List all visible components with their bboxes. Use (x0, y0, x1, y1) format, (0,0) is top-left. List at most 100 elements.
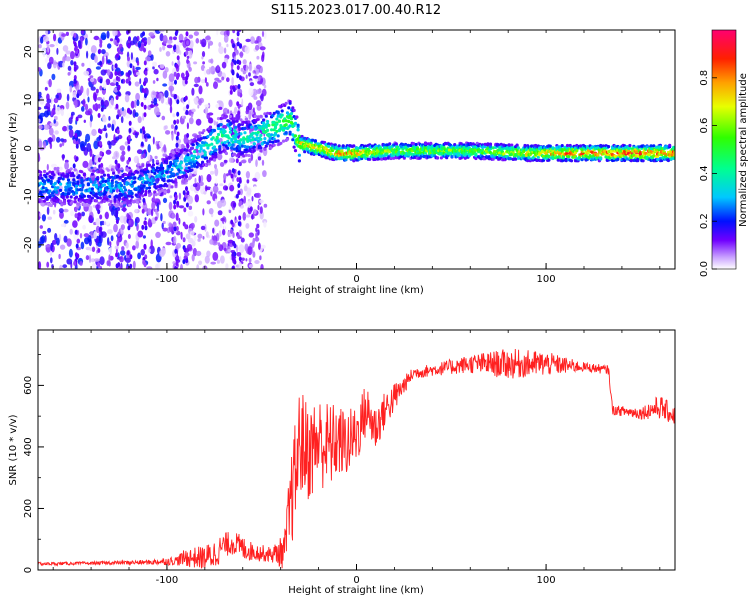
heatmap-cell (248, 138, 252, 142)
heatmap-cell (58, 253, 61, 260)
heatmap-cell (211, 136, 215, 140)
heatmap-cell (185, 233, 191, 240)
heatmap-cell (173, 226, 177, 232)
heatmap-cell (133, 176, 137, 180)
y-tick-label: 600 (23, 376, 34, 395)
heatmap-cell (136, 71, 140, 76)
heatmap-cell (193, 97, 199, 103)
heatmap-cell (216, 64, 220, 71)
heatmap-cell (167, 183, 172, 190)
heatmap-cell (261, 54, 265, 62)
heatmap-cell (262, 118, 266, 122)
heatmap-cell (130, 100, 135, 109)
heatmap-cell (236, 59, 240, 65)
heatmap-cell (105, 220, 110, 225)
heatmap-cell (240, 160, 247, 164)
heatmap-cell (238, 256, 242, 262)
heatmap-cell (55, 39, 58, 47)
heatmap-cell (64, 185, 68, 189)
heatmap-cell (107, 229, 113, 235)
heatmap-cell (235, 132, 239, 136)
heatmap-cell (179, 170, 183, 174)
heatmap-cell (60, 138, 65, 142)
heatmap-cell (44, 175, 48, 179)
heatmap-cell (394, 142, 398, 146)
heatmap-cell (654, 145, 659, 149)
heatmap-cell (259, 206, 263, 214)
heatmap-cell (465, 152, 469, 156)
heatmap-cell (81, 146, 86, 152)
heatmap-cell (153, 97, 158, 106)
heatmap-cell (174, 183, 178, 187)
heatmap-cell (73, 41, 77, 47)
heatmap-cell (121, 107, 124, 112)
heatmap-cell (61, 195, 65, 200)
heatmap-cell (182, 237, 186, 243)
heatmap-cell (223, 130, 227, 134)
heatmap-cell (154, 193, 158, 197)
heatmap-cell (153, 182, 157, 186)
heatmap-cell (176, 73, 180, 79)
heatmap-cell (234, 135, 238, 139)
heatmap-cell (212, 227, 215, 234)
heatmap-cell (55, 106, 62, 116)
heatmap-cell (207, 43, 210, 49)
heatmap-cell (110, 184, 114, 188)
heatmap-cell (120, 193, 124, 197)
heatmap-cell (256, 104, 262, 111)
heatmap-cell (560, 148, 564, 152)
heatmap-cell (126, 175, 130, 180)
heatmap-cell (230, 61, 234, 67)
heatmap-cell (669, 157, 673, 161)
heatmap-cell (207, 143, 211, 147)
heatmap-cell (565, 143, 570, 148)
heatmap-cell (90, 86, 96, 91)
heatmap-cell (186, 159, 190, 163)
heatmap-cell (260, 264, 264, 269)
heatmap-cell (230, 38, 234, 44)
heatmap-cell (186, 40, 189, 46)
x-tick-label: 100 (537, 575, 556, 586)
heatmap-cell (171, 213, 176, 219)
heatmap-cell (234, 219, 238, 223)
heatmap-cell (99, 129, 103, 135)
heatmap-cell (245, 214, 251, 218)
heatmap-cell (150, 208, 154, 217)
heatmap-cell (75, 243, 79, 249)
heatmap-cell (165, 241, 172, 246)
heatmap-cell (81, 198, 85, 202)
colorbar-gradient (711, 29, 737, 270)
heatmap-cell (256, 55, 260, 60)
heatmap-cell (247, 200, 253, 208)
heatmap-cell (72, 139, 76, 144)
heatmap-cell (110, 235, 114, 242)
heatmap-cell (240, 127, 244, 131)
heatmap-cell (199, 166, 203, 170)
heatmap-cell (623, 149, 627, 153)
heatmap-cell (401, 143, 405, 147)
heatmap-cell (126, 30, 130, 35)
heatmap-cell (200, 79, 206, 84)
heatmap-cell (206, 200, 211, 205)
heatmap-cell (116, 203, 120, 207)
heatmap-cell (74, 195, 79, 199)
heatmap-cell (49, 250, 53, 256)
heatmap-cell (232, 232, 235, 238)
heatmap-cell (256, 64, 261, 70)
heatmap-cell (210, 157, 214, 161)
heatmap-cell (90, 187, 94, 191)
heatmap-cell (63, 235, 68, 243)
heatmap-cell (132, 65, 135, 74)
heatmap-cell (130, 184, 134, 188)
heatmap-cell (47, 44, 50, 53)
heatmap-cell (382, 143, 386, 147)
heatmap-cell (260, 93, 264, 102)
heatmap-cell (255, 89, 262, 95)
heatmap-cell (649, 144, 653, 148)
heatmap-cell (221, 76, 225, 81)
heatmap-cell (126, 194, 130, 198)
heatmap-cell (547, 158, 551, 162)
heatmap-cell (120, 250, 126, 256)
